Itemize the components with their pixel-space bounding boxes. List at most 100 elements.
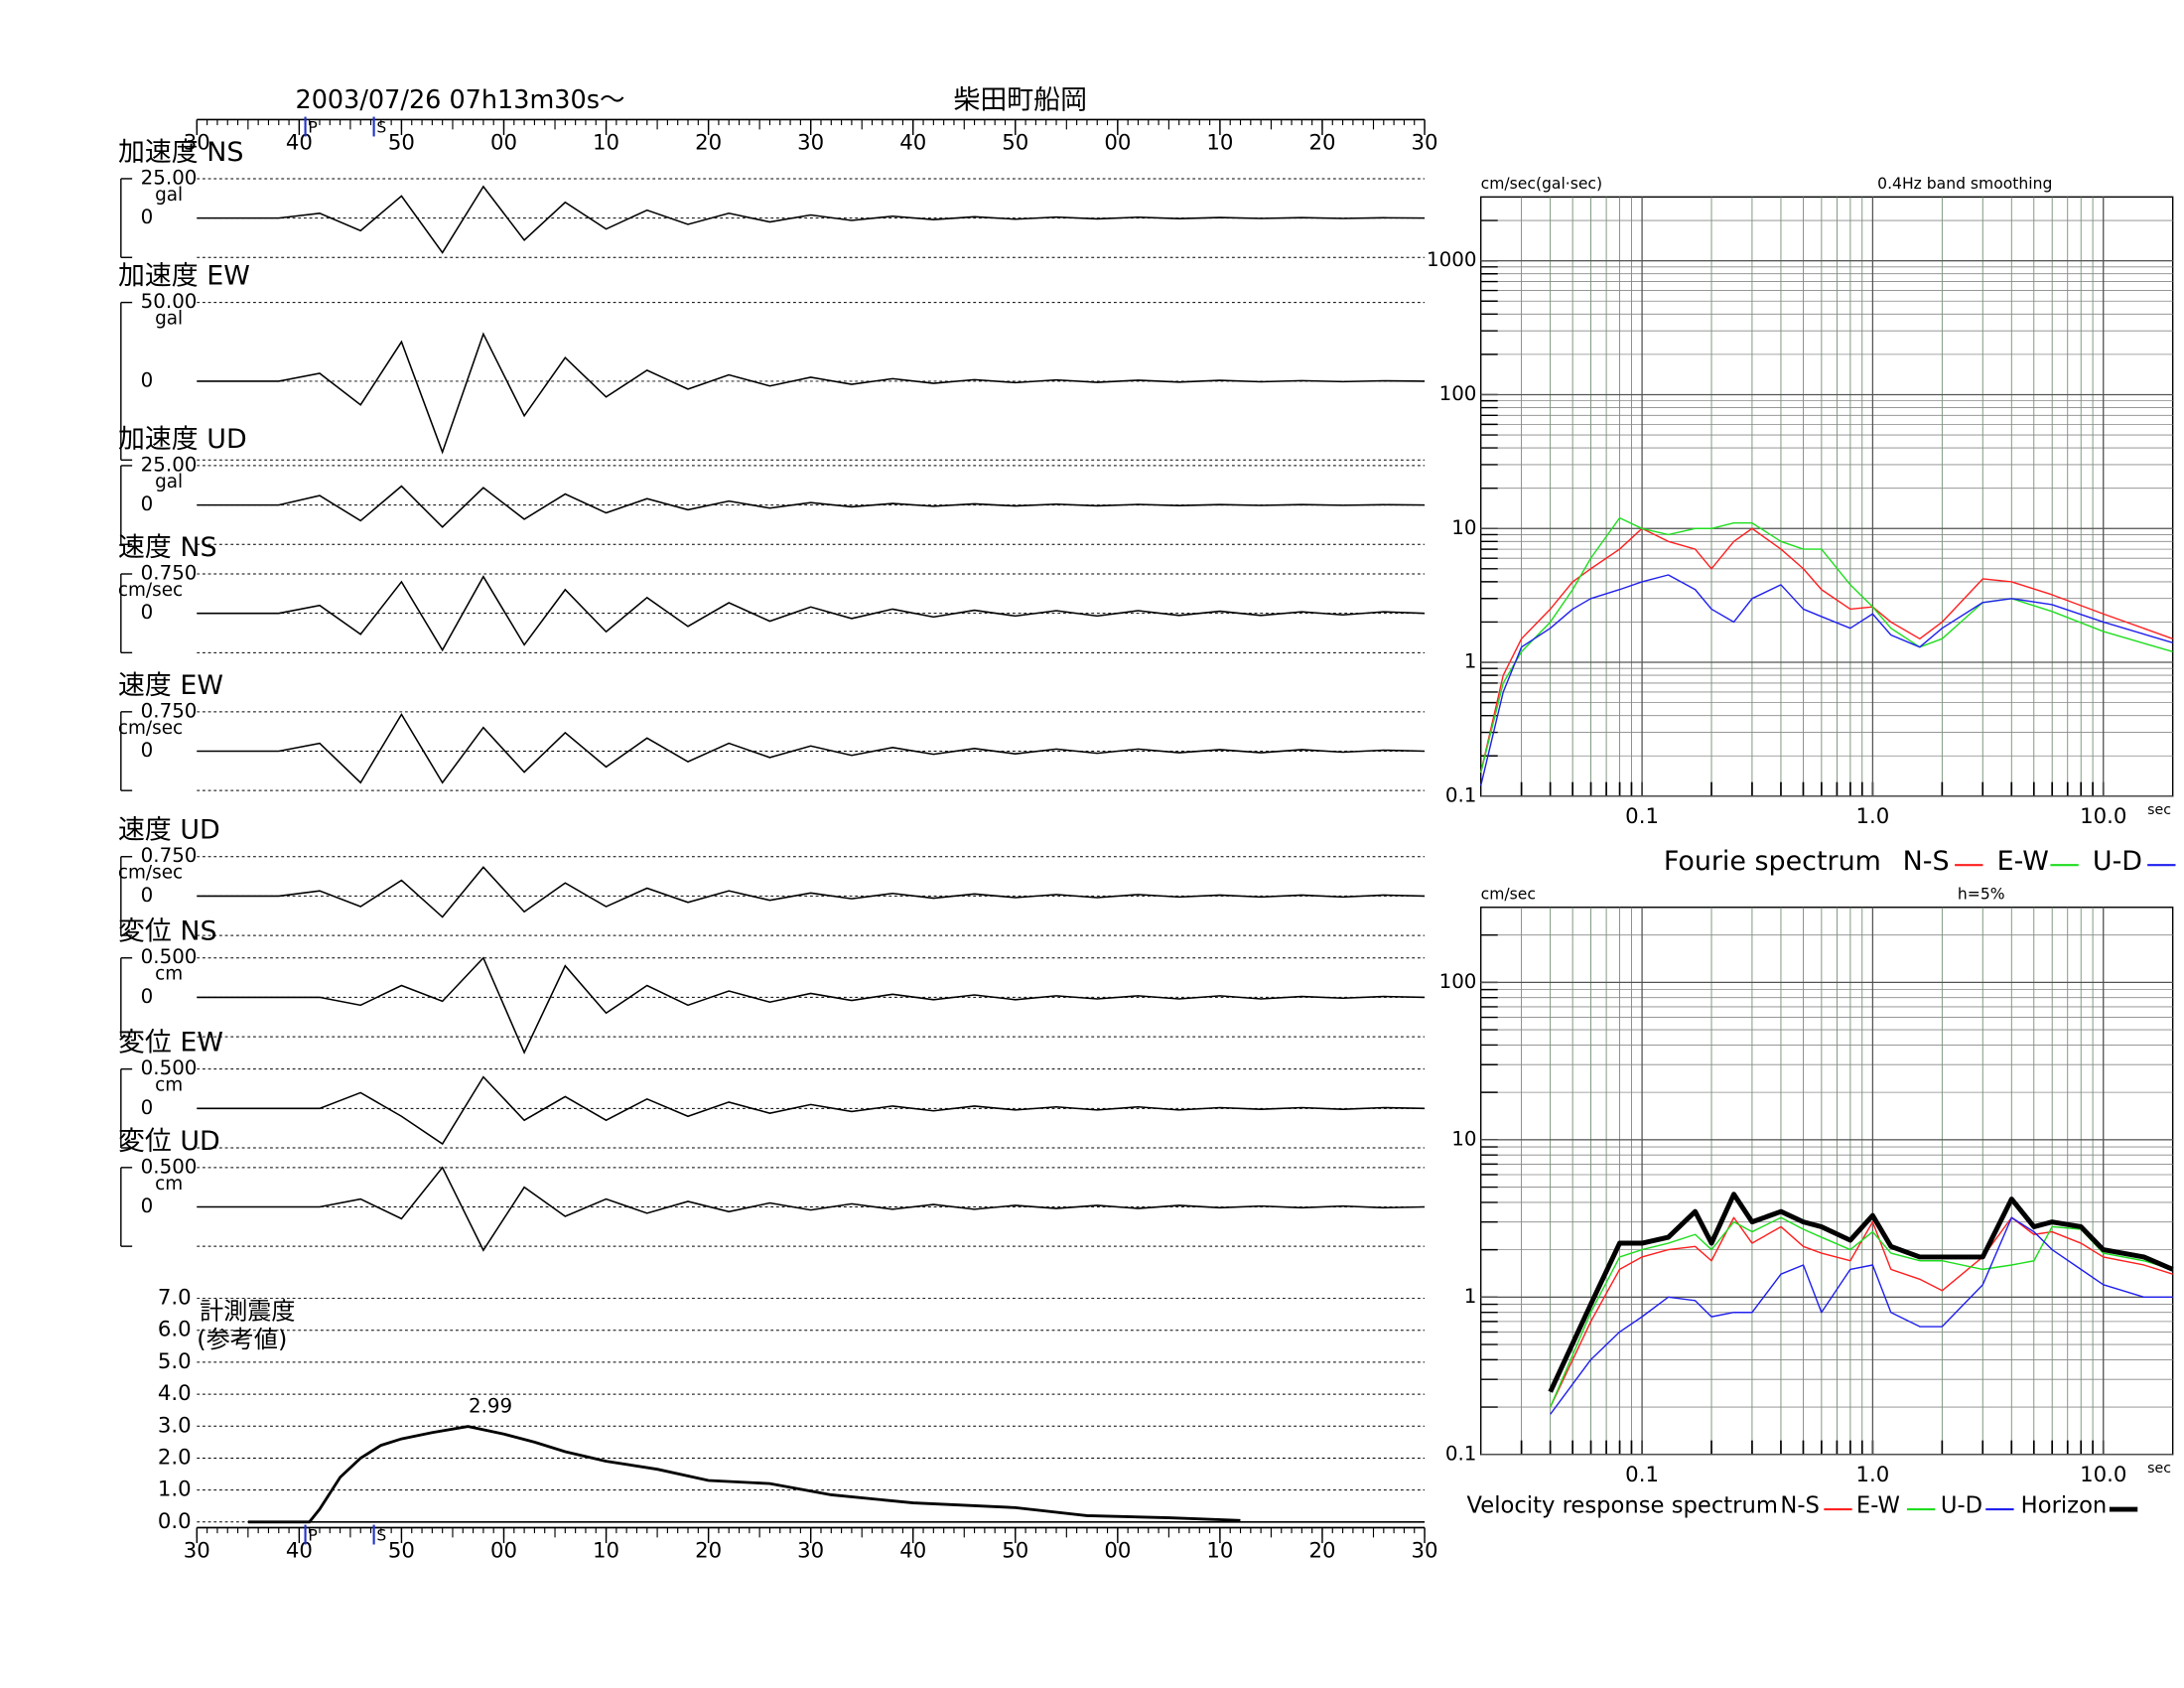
y-tick-label: 0.0 bbox=[158, 1509, 192, 1534]
legend-label: N-S bbox=[1903, 846, 1950, 877]
chart-title: 計測震度 bbox=[200, 1298, 295, 1326]
chart-title: Fourie spectrum bbox=[1664, 846, 1881, 877]
x-tick-label: 30 bbox=[797, 1539, 824, 1564]
y-tick-label: 0 bbox=[141, 884, 154, 907]
x-tick-label: 50 bbox=[1002, 1539, 1028, 1564]
y-tick-label: 0.1 bbox=[1445, 1442, 1477, 1465]
x-tick-label: 0.1 bbox=[1625, 804, 1659, 829]
y-tick-label: 0 bbox=[141, 739, 154, 762]
waveform bbox=[197, 185, 1426, 254]
unit-label: cm bbox=[155, 1075, 183, 1096]
spectrum-line bbox=[1550, 1216, 2173, 1408]
trace-title: 速度 UD bbox=[118, 815, 220, 846]
waveform bbox=[197, 575, 1426, 652]
x-tick-label: 00 bbox=[490, 1539, 517, 1564]
note: 0.4Hz band smoothing bbox=[1877, 175, 2052, 193]
x-tick-label: 10 bbox=[1206, 131, 1233, 156]
spectrum-line bbox=[1550, 1216, 2173, 1408]
y-tick-label: 25.00 bbox=[141, 166, 198, 189]
phase-label: S bbox=[376, 1526, 386, 1544]
x-tick-label: 20 bbox=[1308, 131, 1335, 156]
x-tick-label: 30 bbox=[184, 131, 210, 156]
x-tick-label: 40 bbox=[286, 131, 313, 156]
spectrum-line bbox=[1550, 1216, 2173, 1415]
waveform bbox=[197, 1166, 1426, 1252]
waveform bbox=[197, 485, 1426, 528]
x-tick-label: 0.1 bbox=[1625, 1463, 1659, 1487]
x-tick-label: 1.0 bbox=[1856, 1463, 1890, 1487]
trace-title: 変位 UD bbox=[118, 1126, 220, 1157]
y-tick-label: 0.500 bbox=[141, 1155, 198, 1178]
chart-title: Velocity response spectrum bbox=[1467, 1493, 1778, 1519]
trace-title: 変位 EW bbox=[118, 1028, 223, 1058]
trace-title: 加速度 EW bbox=[118, 261, 250, 292]
spectrum-line bbox=[1548, 1192, 2174, 1393]
x-tick-label: 20 bbox=[695, 131, 722, 156]
record-date: 2003/07/26 07h13m30s〜 bbox=[295, 85, 624, 115]
intensity-curve bbox=[247, 1425, 1241, 1524]
waveform bbox=[197, 332, 1426, 455]
x-tick-label: 30 bbox=[1412, 131, 1438, 156]
phase-label: S bbox=[376, 118, 386, 136]
x-tick-label: 30 bbox=[797, 131, 824, 156]
x-tick-label: 10.0 bbox=[2080, 1463, 2126, 1487]
x-tick-label: 50 bbox=[388, 1539, 415, 1564]
spectrum-line bbox=[1480, 516, 2173, 774]
y-tick-label: 25.00 bbox=[141, 453, 198, 476]
y-tick-label: 1 bbox=[1464, 1285, 1477, 1308]
y-axis-label: cm/sec(gal·sec) bbox=[1481, 175, 1602, 193]
x-tick-label: 20 bbox=[1308, 1539, 1335, 1564]
plot-frame bbox=[1479, 196, 2174, 797]
unit-label: gal bbox=[155, 309, 183, 330]
chart-subtitle: (参考値) bbox=[197, 1326, 287, 1353]
y-tick-label: 5.0 bbox=[158, 1349, 192, 1374]
x-tick-label: 40 bbox=[286, 1539, 313, 1564]
unit-label: gal bbox=[155, 185, 183, 206]
x-tick-label: 30 bbox=[1412, 1539, 1438, 1564]
trace-title: 加速度 NS bbox=[118, 137, 243, 168]
y-tick-label: 10 bbox=[1451, 1127, 1476, 1150]
legend-label: U-D bbox=[2093, 846, 2142, 877]
y-tick-label: 0.1 bbox=[1445, 783, 1477, 806]
plot-frame bbox=[1479, 907, 2174, 1456]
y-tick-label: 1.0 bbox=[158, 1477, 192, 1502]
trace-title: 速度 NS bbox=[118, 532, 217, 563]
unit-label: cm bbox=[155, 1174, 183, 1195]
unit-label: cm/sec bbox=[118, 580, 183, 601]
x-tick-label: 10 bbox=[593, 1539, 619, 1564]
y-tick-label: 2.0 bbox=[158, 1445, 192, 1470]
x-tick-label: 1.0 bbox=[1856, 804, 1890, 829]
waveform bbox=[197, 866, 1426, 918]
x-tick-label: 50 bbox=[388, 131, 415, 156]
waveform bbox=[197, 713, 1426, 784]
x-tick-label: 40 bbox=[899, 131, 926, 156]
y-tick-label: 0 bbox=[141, 492, 154, 515]
trace-title: 変位 NS bbox=[118, 916, 217, 947]
y-tick-label: 100 bbox=[1439, 382, 1477, 405]
phase-label: P bbox=[308, 1526, 317, 1544]
y-tick-label: 0.500 bbox=[141, 1056, 198, 1079]
x-tick-label: 10 bbox=[1206, 1539, 1233, 1564]
legend-label: U-D bbox=[1941, 1493, 1982, 1519]
x-tick-label: 10 bbox=[593, 131, 619, 156]
y-tick-label: 3.0 bbox=[158, 1413, 192, 1438]
y-axis-label: cm/sec bbox=[1481, 885, 1536, 903]
x-tick-label: 00 bbox=[1104, 1539, 1131, 1564]
legend-label: E-W bbox=[1997, 846, 2049, 877]
y-tick-label: 0.750 bbox=[141, 844, 198, 867]
unit-label: cm/sec bbox=[118, 718, 183, 739]
unit-label: cm bbox=[155, 964, 183, 985]
y-tick-label: 1 bbox=[1464, 650, 1477, 673]
y-tick-label: 1000 bbox=[1427, 248, 1476, 271]
y-tick-label: 0.500 bbox=[141, 945, 198, 968]
x-tick-label: 50 bbox=[1002, 131, 1028, 156]
x-tick-label: 40 bbox=[899, 1539, 926, 1564]
phase-label: P bbox=[308, 118, 317, 136]
x-tick-label: 00 bbox=[490, 131, 517, 156]
y-tick-label: 0 bbox=[141, 368, 154, 391]
x-tick-label: 10.0 bbox=[2080, 804, 2126, 829]
x-axis-label: sec bbox=[2147, 1461, 2171, 1477]
station-name: 柴田町船岡 bbox=[953, 85, 1087, 116]
peak-label: 2.99 bbox=[469, 1394, 512, 1417]
